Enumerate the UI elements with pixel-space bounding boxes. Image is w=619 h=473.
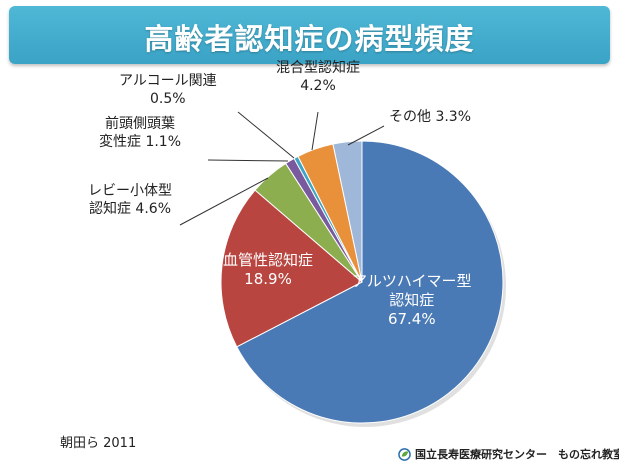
slice-label-other: その他 3.3% <box>389 108 471 126</box>
source-citation: 朝田ら 2011 <box>60 436 137 451</box>
slice-label-alzheimer: アルツハイマー型 認知症 67.4% <box>352 272 472 329</box>
title-banner: 高齢者認知症の病型頻度 <box>9 6 610 64</box>
slice-label-line: その他 3.3% <box>389 109 472 125</box>
slice-label-line: 混合型認知症 <box>276 60 360 76</box>
leader-line-mixed <box>311 111 319 151</box>
slice-label-vascular: 血管性認知症 18.9% <box>223 251 313 289</box>
leader-line-lewy <box>179 177 269 226</box>
slice-label-alcohol: アルコール関連 0.5% <box>119 72 217 108</box>
slice-label-line: 18.9% <box>244 270 292 288</box>
slice-label-lewy: レビー小体型 認知症 4.6% <box>88 182 172 218</box>
slice-label-line: 4.2% <box>300 78 336 94</box>
leader-line-frontotemporal <box>207 159 289 162</box>
leader-line-alcohol <box>237 111 295 159</box>
leaf-logo-icon <box>398 447 411 461</box>
slice-label-line: 0.5% <box>150 91 186 107</box>
credit-footer: 国立長寿医療研究センター もの忘れ教室 <box>398 446 619 462</box>
slice-label-line: 血管性認知症 <box>223 251 314 269</box>
slice-label-line: 前頭側頭葉 <box>105 116 176 132</box>
slice-label-frontotemporal: 前頭側頭葉変性症 1.1% <box>99 115 181 151</box>
pie-slice-other <box>332 140 363 283</box>
slice-label-line: 67.4% <box>387 309 436 328</box>
credit-text: 国立長寿医療研究センター もの忘れ教室 <box>415 448 619 461</box>
slice-label-line: レビー小体型 <box>88 183 172 199</box>
slice-label-line: アルツハイマー型 <box>352 271 472 290</box>
chart-title: 高齢者認知症の病型頻度 <box>144 22 475 56</box>
pie-slice-vascular <box>220 189 363 348</box>
slice-label-line: 認知症 <box>389 290 435 309</box>
slice-label-line: 認知症 4.6% <box>88 201 172 217</box>
slice-label-mixed: 混合型認知症 4.2% <box>276 59 360 95</box>
slice-label-line: アルコール関連 <box>119 73 217 89</box>
pie-slice-alzheimer <box>236 140 504 424</box>
slice-label-line: 変性症 1.1% <box>99 134 182 150</box>
leader-line-other <box>347 125 385 146</box>
